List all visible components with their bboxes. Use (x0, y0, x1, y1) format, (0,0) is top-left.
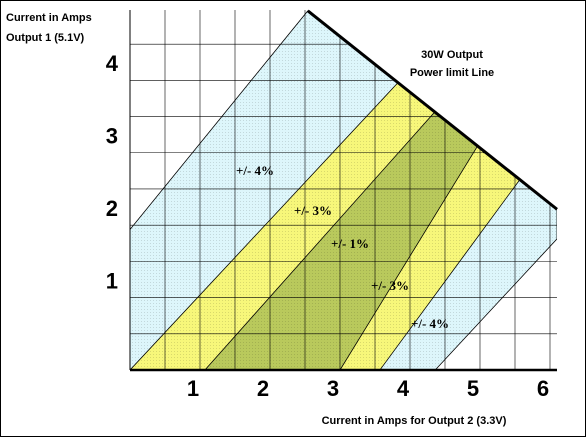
band-label: +/- 3% (294, 203, 332, 218)
x-tick-label: 4 (397, 376, 410, 401)
band-label: +/- 4% (236, 163, 274, 178)
x-tick-label: 5 (467, 376, 479, 401)
x-tick-label: 2 (257, 376, 269, 401)
annotation: Power limit Line (410, 67, 494, 79)
y-axis-label: Current in Amps (6, 12, 92, 24)
y-tick-label: 1 (106, 268, 118, 293)
y-tick-label: 3 (106, 124, 118, 149)
x-axis-label: Current in Amps for Output 2 (3.3V) (322, 415, 507, 427)
plot-area (130, 10, 557, 370)
power-limit-line (306, 9, 558, 211)
x-tick-label: 3 (327, 376, 339, 401)
y-axis-label: Output 1 (5.1V) (6, 32, 85, 44)
annotation: 30W Output (421, 49, 483, 61)
band-label: +/- 4% (411, 316, 449, 331)
region-hatch (204, 111, 478, 370)
y-tick-label: 2 (106, 196, 118, 221)
x-tick-label: 1 (187, 376, 199, 401)
y-tick-label: 4 (106, 51, 119, 76)
band-label: +/- 3% (371, 278, 409, 293)
x-tick-label: 6 (537, 376, 549, 401)
band-label: +/- 1% (331, 236, 369, 251)
